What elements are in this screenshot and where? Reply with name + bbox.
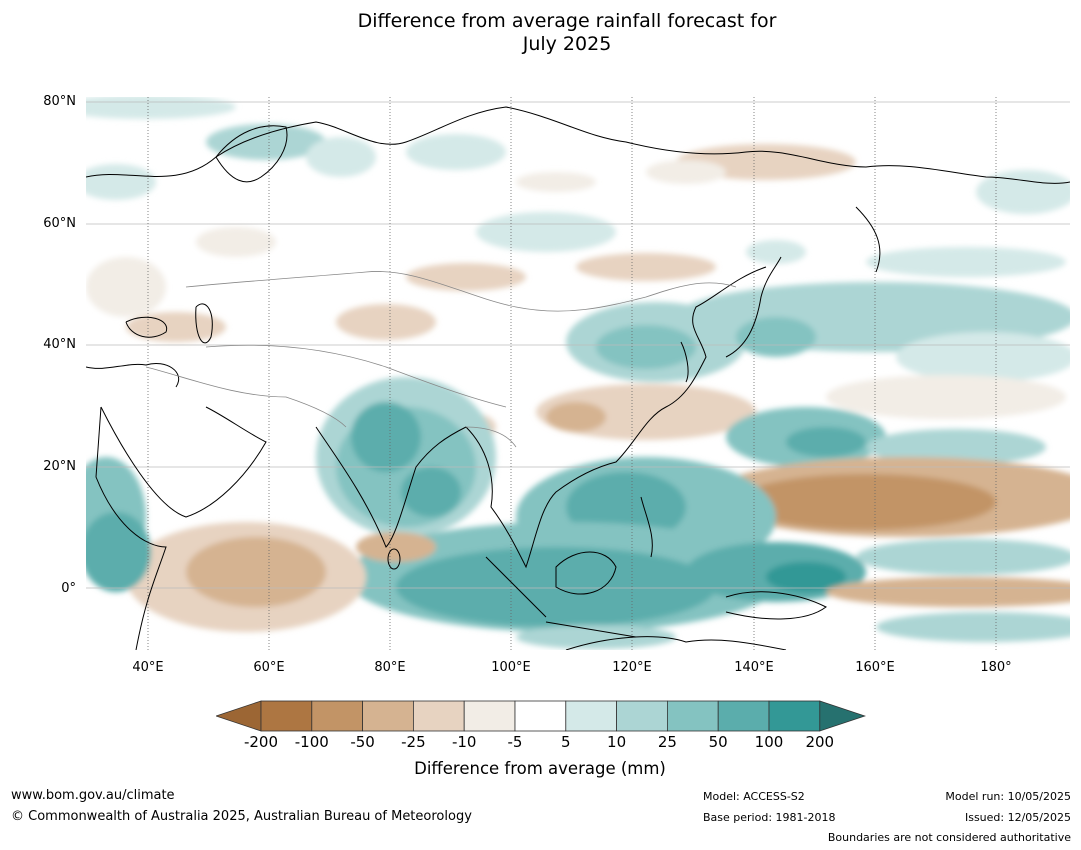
colorbar-segment <box>311 700 364 732</box>
colorbar-tick-label: 5 <box>561 733 571 751</box>
lon-label-180: 180° <box>980 660 1012 675</box>
lat-label-20n: 20°N <box>43 459 76 474</box>
colorbar-tick-label: 25 <box>657 733 677 751</box>
lon-label-80e: 80°E <box>374 660 406 675</box>
meridians <box>147 97 997 650</box>
colorbar-tick-label: -10 <box>451 733 477 751</box>
colorbar-tick-label: -5 <box>507 733 523 751</box>
base-period-text: Base period: 1981-2018 <box>703 811 836 824</box>
model-text: Model: ACCESS-S2 <box>703 790 805 803</box>
disclaimer-text: Boundaries are not considered authoritat… <box>827 831 1071 844</box>
country-borders <box>145 271 737 448</box>
copyright-text: © Commonwealth of Australia 2025, Austra… <box>11 809 472 824</box>
colorbar-segments <box>216 700 866 732</box>
colorbar-extend-low <box>216 700 262 732</box>
lon-label-160e: 160°E <box>855 660 895 675</box>
lat-label-0: 0° <box>61 581 76 596</box>
gridlines <box>86 101 1070 589</box>
colorbar-tick-label: -200 <box>243 733 279 751</box>
colorbar-segment <box>260 700 313 732</box>
lat-label-80n: 80°N <box>43 94 76 109</box>
coastlines <box>85 106 1071 651</box>
rainfall-anomaly-map <box>56 95 1081 651</box>
issued-text: Issued: 12/05/2025 <box>964 811 1071 824</box>
anomaly-fields <box>56 95 1081 649</box>
title-line-1: Difference from average rainfall forecas… <box>357 10 777 32</box>
colorbar-segment <box>362 700 414 732</box>
colorbar <box>216 700 866 732</box>
lat-label-60n: 60°N <box>43 216 76 231</box>
colorbar-segment <box>463 700 516 732</box>
model-run-text: Model run: 10/05/2025 <box>945 790 1071 803</box>
colorbar-title: Difference from average (mm) <box>414 759 666 778</box>
map-canvas <box>56 95 1081 651</box>
colorbar-segment <box>565 700 617 732</box>
lon-label-40e: 40°E <box>132 660 164 675</box>
map-title: Difference from average rainfall forecas… <box>0 10 1081 56</box>
colorbar-tick-label: 10 <box>607 733 627 751</box>
colorbar-tick-label: -100 <box>294 733 329 751</box>
website-link[interactable]: www.bom.gov.au/climate <box>11 788 175 803</box>
colorbar-tick-label: -50 <box>350 733 375 751</box>
colorbar-segment <box>666 700 719 732</box>
colorbar-tick-label: 200 <box>805 733 835 751</box>
colorbar-segment <box>768 700 821 732</box>
title-line-2: July 2025 <box>522 33 612 55</box>
colorbar-segment <box>412 700 465 732</box>
colorbar-tick-label: -25 <box>401 733 426 751</box>
colorbar-segment <box>514 700 567 732</box>
colorbar-segment <box>616 700 668 732</box>
lon-label-120e: 120°E <box>612 660 652 675</box>
lon-label-60e: 60°E <box>253 660 285 675</box>
colorbar-segment <box>717 700 770 732</box>
colorbar-tick-label: 100 <box>754 733 784 751</box>
lat-label-40n: 40°N <box>43 337 76 352</box>
colorbar-tick-label: 50 <box>708 733 728 751</box>
colorbar-extend-high <box>819 700 866 732</box>
lon-label-100e: 100°E <box>491 660 531 675</box>
lon-label-140e: 140°E <box>734 660 774 675</box>
